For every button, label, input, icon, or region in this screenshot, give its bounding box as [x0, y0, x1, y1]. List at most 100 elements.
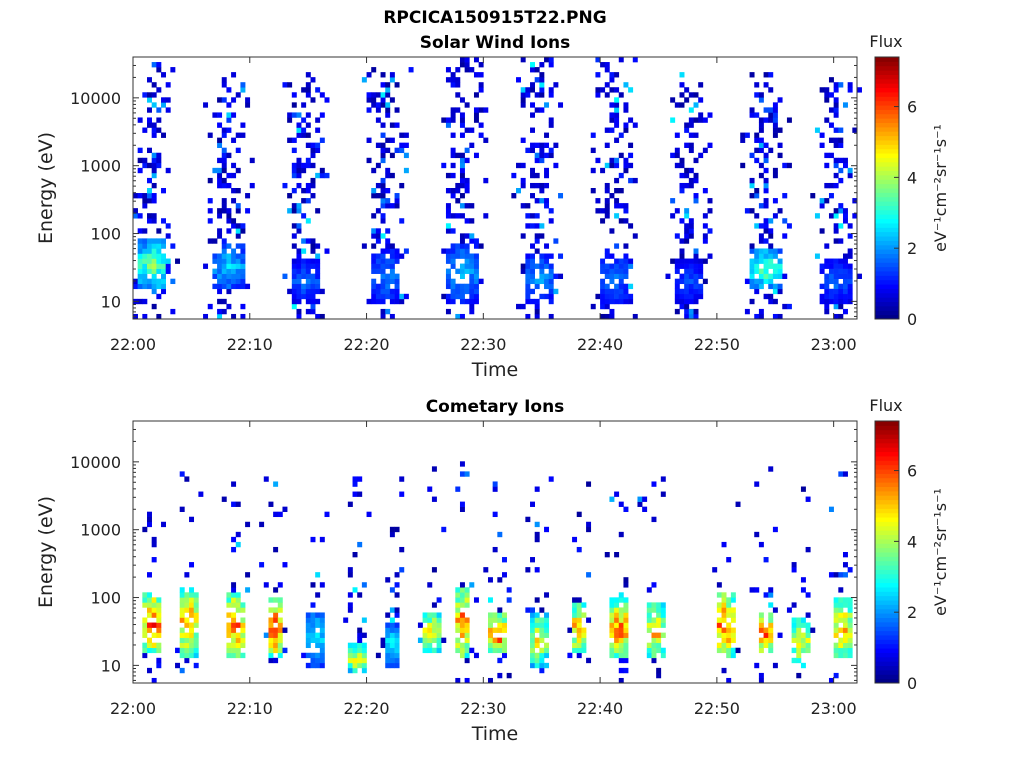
heatmap-cell	[600, 288, 606, 295]
heatmap-cell	[534, 303, 540, 310]
heatmap-cell	[716, 617, 722, 623]
heatmap-cell	[814, 213, 820, 219]
heatmap-cell	[604, 213, 610, 219]
heatmap-cell	[828, 273, 834, 279]
heatmap-cell	[539, 188, 545, 194]
heatmap-cell	[609, 112, 615, 118]
heatmap-cell	[459, 152, 465, 159]
heatmap-cell	[819, 293, 825, 300]
heatmap-cell	[726, 637, 732, 643]
heatmap-cell	[240, 243, 246, 249]
heatmap-cell	[385, 632, 391, 638]
heatmap-cell	[385, 172, 391, 179]
heatmap-cell	[768, 298, 774, 305]
heatmap-cell	[656, 637, 662, 643]
heatmap-cell	[586, 572, 592, 578]
heatmap-cell	[782, 273, 788, 279]
heatmap-cell	[455, 243, 461, 249]
heatmap-cell	[754, 137, 760, 143]
heatmap-cell	[614, 177, 620, 184]
heatmap-cell	[614, 622, 620, 628]
colorbar-segment	[875, 262, 899, 268]
heatmap-cell	[763, 557, 769, 563]
heatmap-cell	[726, 652, 732, 659]
heatmap-cell	[525, 288, 531, 295]
heatmap-cell	[394, 283, 400, 290]
colorbar-segment	[875, 530, 899, 536]
heatmap-cell	[315, 258, 321, 264]
colorbar-segment	[875, 144, 899, 150]
heatmap-cell	[450, 248, 456, 254]
heatmap-cell	[702, 213, 708, 219]
heatmap-cell	[296, 122, 302, 128]
heatmap-cell	[473, 238, 479, 244]
heatmap-cell	[240, 632, 246, 638]
heatmap-cell	[301, 273, 307, 279]
heatmap-cell	[301, 102, 307, 108]
heatmap-cell	[693, 177, 699, 184]
heatmap-cell	[137, 238, 143, 244]
heatmap-cell	[544, 132, 550, 138]
heatmap-cell	[394, 273, 400, 279]
heatmap-cell	[161, 97, 166, 103]
heatmap-cell	[459, 592, 465, 598]
heatmap-cell	[189, 612, 195, 618]
heatmap-cell	[702, 223, 708, 229]
heatmap-cell	[772, 298, 778, 305]
heatmap-cell	[394, 572, 400, 578]
heatmap-cell	[235, 597, 241, 603]
heatmap-cell	[530, 167, 535, 174]
heatmap-cell	[642, 496, 648, 502]
heatmap-cell	[758, 313, 764, 320]
heatmap-cell	[600, 313, 606, 320]
heatmap-cell	[361, 582, 367, 588]
heatmap-cell	[450, 228, 456, 234]
heatmap-cell	[772, 122, 778, 128]
heatmap-cell	[385, 203, 391, 209]
heatmap-cell	[842, 157, 848, 164]
heatmap-cell	[455, 67, 461, 73]
heatmap-cell	[170, 67, 176, 73]
heatmap-cell	[632, 177, 638, 184]
heatmap-cell	[179, 637, 185, 643]
heatmap-cell	[137, 228, 143, 234]
heatmap-cell	[389, 273, 395, 279]
heatmap-cell	[502, 637, 507, 643]
heatmap-cell	[427, 612, 433, 618]
heatmap-cell	[525, 298, 531, 305]
heatmap-cell	[628, 298, 634, 305]
heatmap-cell	[534, 198, 540, 204]
heatmap-cell	[768, 637, 774, 643]
heatmap-cell	[758, 278, 764, 285]
heatmap-cell	[487, 677, 493, 684]
heatmap-cell	[763, 167, 769, 174]
heatmap-cell	[707, 208, 713, 214]
heatmap-cell	[833, 97, 839, 103]
colorbar-segment	[875, 600, 899, 605]
heatmap-cell	[231, 632, 237, 638]
heatmap-cell	[352, 657, 358, 664]
heatmap-cell	[847, 268, 853, 274]
heatmap-cell	[235, 278, 241, 285]
heatmap-cell	[184, 632, 190, 638]
heatmap-cell	[291, 283, 297, 290]
heatmap-cell	[422, 612, 428, 618]
heatmap-cell	[385, 258, 391, 264]
heatmap-cell	[161, 238, 166, 244]
heatmap-cell	[688, 233, 694, 239]
heatmap-cell	[530, 298, 535, 305]
heatmap-cell	[464, 298, 470, 305]
heatmap-cell	[758, 637, 764, 643]
heatmap-cell	[226, 278, 232, 285]
heatmap-cell	[539, 233, 545, 239]
heatmap-cell	[604, 188, 610, 194]
heatmap-cell	[544, 293, 550, 300]
heatmap-cell	[576, 647, 582, 654]
panel-title: Cometary Ions	[426, 397, 565, 417]
heatmap-cell	[319, 612, 325, 618]
heatmap-cell	[539, 82, 545, 88]
heatmap-cell	[838, 268, 844, 274]
heatmap-cell	[525, 283, 531, 290]
heatmap-cell	[702, 258, 708, 264]
